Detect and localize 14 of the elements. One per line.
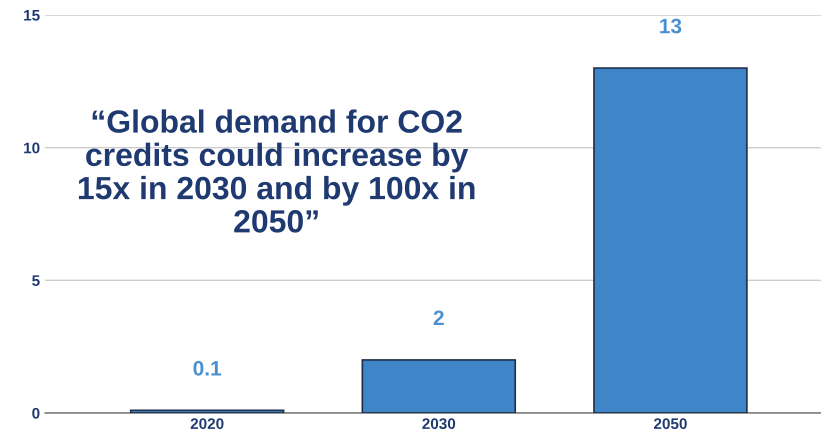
data-label: 0.1	[193, 360, 222, 376]
data-label: 2	[434, 310, 444, 326]
data-label: 13	[660, 18, 682, 34]
y-tick-label: 5	[32, 275, 40, 286]
annotation: “Global demand for CO2 credits could increase by 15x in 2030 and by 100x in 2050”	[78, 109, 474, 233]
y-tick-label: 15	[24, 10, 40, 21]
y-tick-label: 0	[32, 408, 40, 419]
x-tick-label: 2050	[654, 418, 687, 430]
x-tick-label: 2030	[422, 418, 456, 430]
bar	[130, 410, 284, 413]
bar	[362, 359, 516, 413]
x-tick-label: 2020	[190, 418, 224, 430]
bar	[593, 67, 748, 413]
y-tick-label: 10	[24, 142, 40, 154]
